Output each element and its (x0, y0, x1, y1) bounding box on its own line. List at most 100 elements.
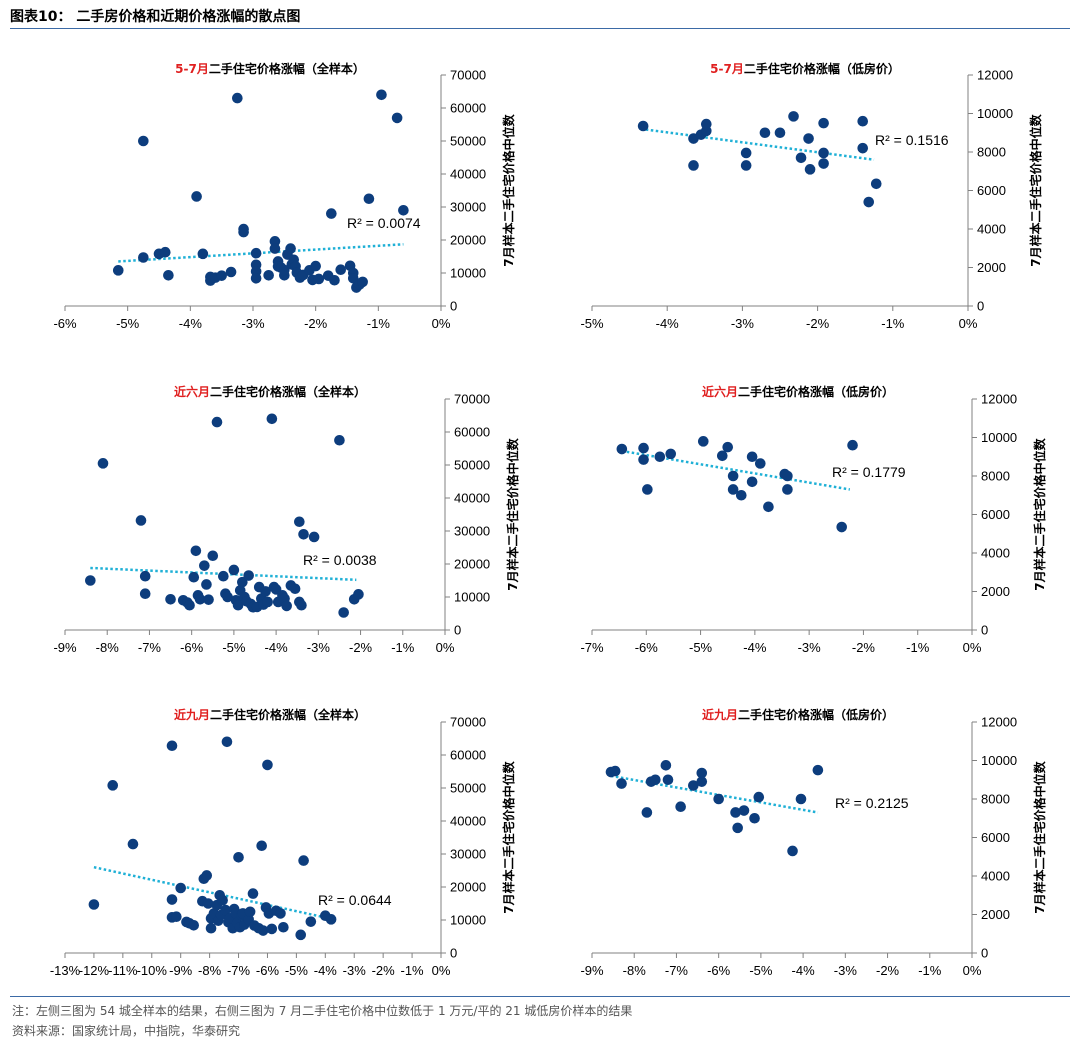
x-tick-label: -5% (285, 963, 309, 978)
data-point (782, 484, 793, 495)
r-squared-label: R² = 0.0038 (303, 552, 377, 568)
data-point (788, 111, 799, 122)
data-point (266, 923, 278, 935)
data-point (696, 776, 708, 787)
data-point (233, 852, 244, 863)
data-point (804, 164, 816, 175)
x-tick-label: -7% (580, 640, 604, 655)
data-point (228, 564, 240, 576)
y-tick-label: 0 (981, 946, 988, 961)
x-tick-label: -3% (241, 316, 265, 331)
data-point (391, 112, 403, 124)
chart-title: 近九月二手住宅价格涨幅（低房价） (702, 706, 894, 723)
data-point (836, 521, 848, 533)
x-tick-label: -3% (307, 640, 331, 655)
footnote-note: 注：左侧三图为 54 城全样本的结果，右侧三图为 7 月二手住宅价格中位数低于 … (12, 1004, 633, 1018)
x-tick-label: -6% (180, 640, 204, 655)
data-point (727, 484, 739, 495)
x-tick-label: -13% (50, 963, 81, 978)
data-point (201, 870, 213, 881)
data-point (298, 529, 309, 540)
y-axis-label: 7月样本二手住宅价格中位数 (1032, 760, 1047, 913)
data-point (250, 272, 262, 284)
data-point (863, 196, 875, 208)
x-tick-label: 0% (432, 316, 451, 331)
x-tick-label: -7% (138, 640, 162, 655)
data-point (730, 807, 741, 818)
x-tick-label: -9% (580, 963, 604, 978)
data-point (746, 476, 758, 488)
x-tick-label: -2% (372, 963, 396, 978)
data-point (107, 780, 119, 791)
y-tick-label: 4000 (981, 869, 1010, 884)
data-point (159, 246, 171, 258)
data-point (616, 778, 627, 789)
data-point (735, 489, 747, 501)
data-point (216, 270, 227, 281)
y-tick-label: 10000 (454, 590, 490, 605)
data-point (660, 760, 672, 771)
data-point (225, 266, 237, 278)
data-point (740, 160, 752, 171)
y-tick-label: 30000 (450, 847, 486, 862)
data-point (218, 570, 229, 582)
y-axis-label: 7月样本二手住宅价格中位数 (505, 437, 520, 590)
data-point (363, 193, 375, 205)
scatter-plot: -5% -4% -3% -2% -1% 0% 0 2000 4000 6000 8000 10000 1… (580, 68, 1043, 332)
y-axis-label: 7月样本二手住宅价格中位数 (501, 113, 516, 266)
data-point (716, 450, 728, 462)
chart-title: 近六月二手住宅价格涨幅（低房价） (702, 383, 894, 400)
x-tick-label: -10% (137, 963, 168, 978)
y-tick-label: 10000 (981, 430, 1017, 445)
trend-line (640, 127, 875, 161)
data-point (281, 600, 292, 612)
data-point (308, 531, 320, 543)
scatter-plot: -13%-12% -11% -10% -9% -8% -7% -6% -5% -4% -3% -2%… (50, 715, 516, 979)
scatter-chart-5-7-full-sample: 5-7月二手住宅价格涨幅（全样本） -6% -5% -4% -3% -2% -1% 0% 0 1… (0, 40, 540, 350)
data-point (818, 147, 829, 159)
r-squared-label: R² = 0.0644 (318, 892, 392, 908)
data-point (205, 922, 217, 934)
r-squared-label: R² = 0.2125 (835, 795, 909, 811)
data-point (310, 260, 321, 272)
x-tick-label: -1% (906, 640, 930, 655)
data-point (637, 120, 649, 132)
x-tick-label: -2% (876, 963, 900, 978)
data-point (357, 276, 368, 288)
data-point (217, 894, 228, 906)
data-point (654, 451, 666, 463)
y-tick-label: 6000 (981, 830, 1010, 845)
x-tick-label: -6% (635, 640, 659, 655)
data-point (278, 921, 289, 933)
y-tick-label: 20000 (450, 880, 486, 895)
data-point (398, 205, 409, 216)
bottom-divider (10, 996, 1070, 997)
data-point (857, 142, 869, 154)
y-tick-label: 50000 (450, 134, 486, 149)
data-point (642, 484, 653, 495)
x-tick-label: -1% (391, 640, 415, 655)
x-tick-label: -4% (656, 316, 680, 331)
x-tick-label: -12% (79, 963, 110, 978)
data-point (787, 845, 798, 857)
data-point (269, 236, 281, 247)
chart-title-highlight: 5-7月 (710, 62, 744, 76)
data-point (202, 898, 214, 909)
x-tick-label: -1% (401, 963, 425, 978)
y-tick-label: 4000 (981, 546, 1010, 561)
y-tick-label: 10000 (981, 753, 1017, 768)
x-tick-label: -3% (343, 963, 367, 978)
scatter-chart-6m-low-price: 近六月二手住宅价格涨幅（低房价） -7% -6% -5% -4% -3% -2% -1% 0%… (540, 365, 1080, 675)
data-point (754, 458, 766, 469)
r-squared-label: R² = 0.1516 (875, 132, 949, 148)
y-tick-label: 40000 (450, 167, 486, 182)
y-tick-label: 2000 (981, 907, 1010, 922)
data-point (759, 127, 771, 139)
x-tick-label: -3% (798, 640, 822, 655)
data-point (112, 265, 124, 276)
data-point (638, 454, 649, 465)
chart-title-highlight: 近九月 (701, 708, 738, 722)
data-point (221, 736, 233, 748)
r-squared-label: R² = 0.1779 (832, 464, 906, 480)
x-tick-label: -4% (179, 316, 203, 331)
